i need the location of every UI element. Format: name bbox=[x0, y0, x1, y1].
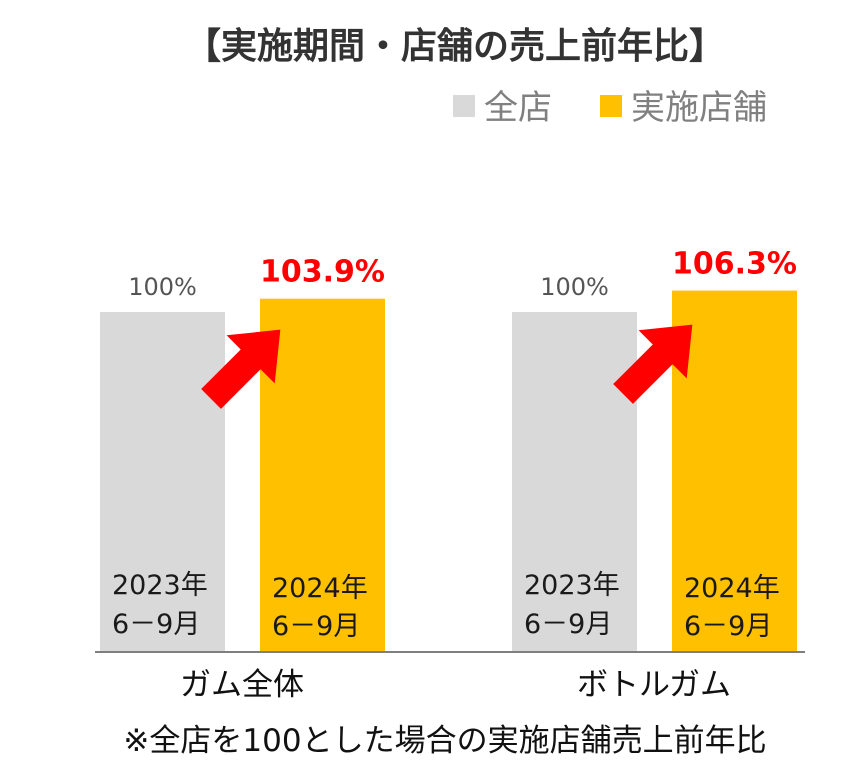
period-label: 6－9月 bbox=[684, 611, 772, 642]
legend-swatch-participating-stores bbox=[600, 95, 622, 117]
period-label: 2024年 bbox=[684, 573, 780, 604]
period-label: 6－9月 bbox=[112, 609, 200, 640]
legend-label-participating-stores: 実施店舗 bbox=[631, 88, 767, 128]
period-label: 6－9月 bbox=[524, 609, 612, 640]
legend: 全店 実施店舗 bbox=[453, 88, 767, 128]
bar bbox=[672, 290, 797, 652]
period-label: 6－9月 bbox=[272, 611, 360, 642]
footnote: ※全店を100とした場合の実施店舗売上前年比 bbox=[123, 723, 766, 759]
growth-arrow-shape bbox=[613, 324, 693, 404]
category-label: ガム全体 bbox=[180, 667, 304, 703]
data-label: 100% bbox=[540, 273, 609, 301]
bar bbox=[100, 312, 225, 652]
period-label: 2023年 bbox=[524, 570, 620, 601]
period-label: 2023年 bbox=[112, 570, 208, 601]
period-label: 2024年 bbox=[272, 573, 368, 604]
chart-title: 【実施期間・店舗の売上前年比】 bbox=[185, 26, 725, 67]
bar bbox=[260, 298, 385, 652]
growth-arrow-icon bbox=[613, 324, 693, 404]
data-label: 106.3% bbox=[672, 247, 797, 282]
growth-arrow-icon bbox=[201, 329, 281, 409]
data-label: 103.9% bbox=[260, 255, 385, 290]
growth-arrow-shape bbox=[201, 329, 281, 409]
category-label: ボトルガム bbox=[577, 667, 731, 703]
bar bbox=[512, 312, 637, 652]
legend-swatch-all-stores bbox=[453, 95, 475, 117]
legend-label-all-stores: 全店 bbox=[484, 88, 552, 128]
data-label: 100% bbox=[128, 273, 197, 301]
